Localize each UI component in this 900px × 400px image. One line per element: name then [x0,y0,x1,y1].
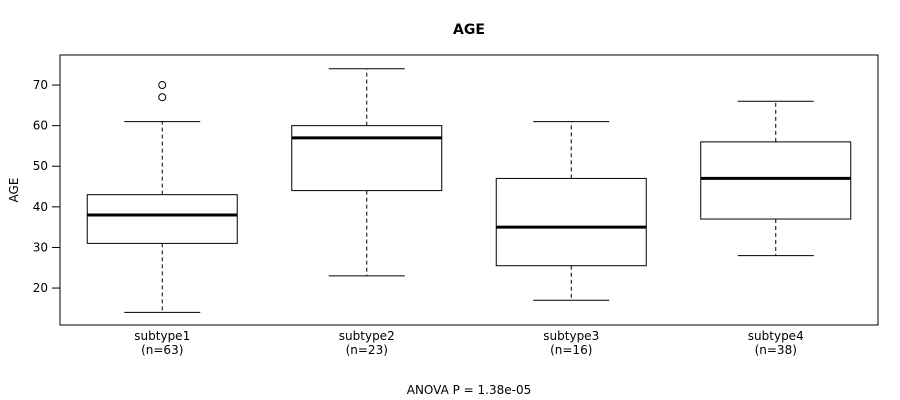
plot-frame [59,54,879,326]
iqr-box [495,177,647,267]
category-n-label: (n=23) [346,343,388,357]
category-label: subtype2 [339,329,395,343]
y-tick-label: 50 [33,159,48,173]
category-n-label: (n=38) [755,343,797,357]
iqr-box [700,141,852,220]
y-tick-label: 40 [33,200,48,214]
plot-area: 20 30 40 50 60 70 subtype1(n=63) subtype2(n=23)… [33,54,879,357]
category-label: subtype3 [543,329,599,343]
y-tick-label: 20 [33,281,48,295]
iqr-box [86,194,238,244]
y-tick-label: 70 [33,78,48,92]
category-n-label: (n=63) [141,343,183,357]
iqr-box [291,125,443,192]
category-label: subtype1 [134,329,190,343]
chart-title: AGE [453,22,485,38]
outlier-point [158,93,167,102]
outlier-point [158,81,167,90]
y-tick-label: 30 [33,240,48,254]
category-n-label: (n=16) [550,343,592,357]
y-tick-label: 60 [33,119,48,133]
anova-caption: ANOVA P = 1.38e-05 [406,383,532,397]
category-label: subtype4 [748,329,804,343]
